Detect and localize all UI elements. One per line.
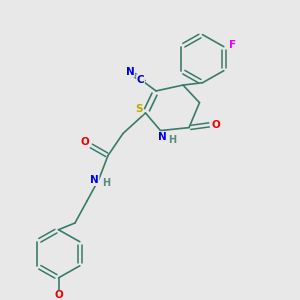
Text: C: C (137, 75, 144, 85)
Text: H: H (102, 178, 111, 188)
Text: O: O (54, 290, 63, 300)
Text: O: O (80, 137, 89, 147)
Text: S: S (135, 104, 143, 114)
Text: F: F (229, 40, 236, 50)
Text: H: H (168, 135, 176, 145)
Text: N: N (90, 176, 99, 185)
Text: N: N (158, 132, 166, 142)
Text: N: N (125, 67, 134, 77)
Text: O: O (212, 120, 220, 130)
